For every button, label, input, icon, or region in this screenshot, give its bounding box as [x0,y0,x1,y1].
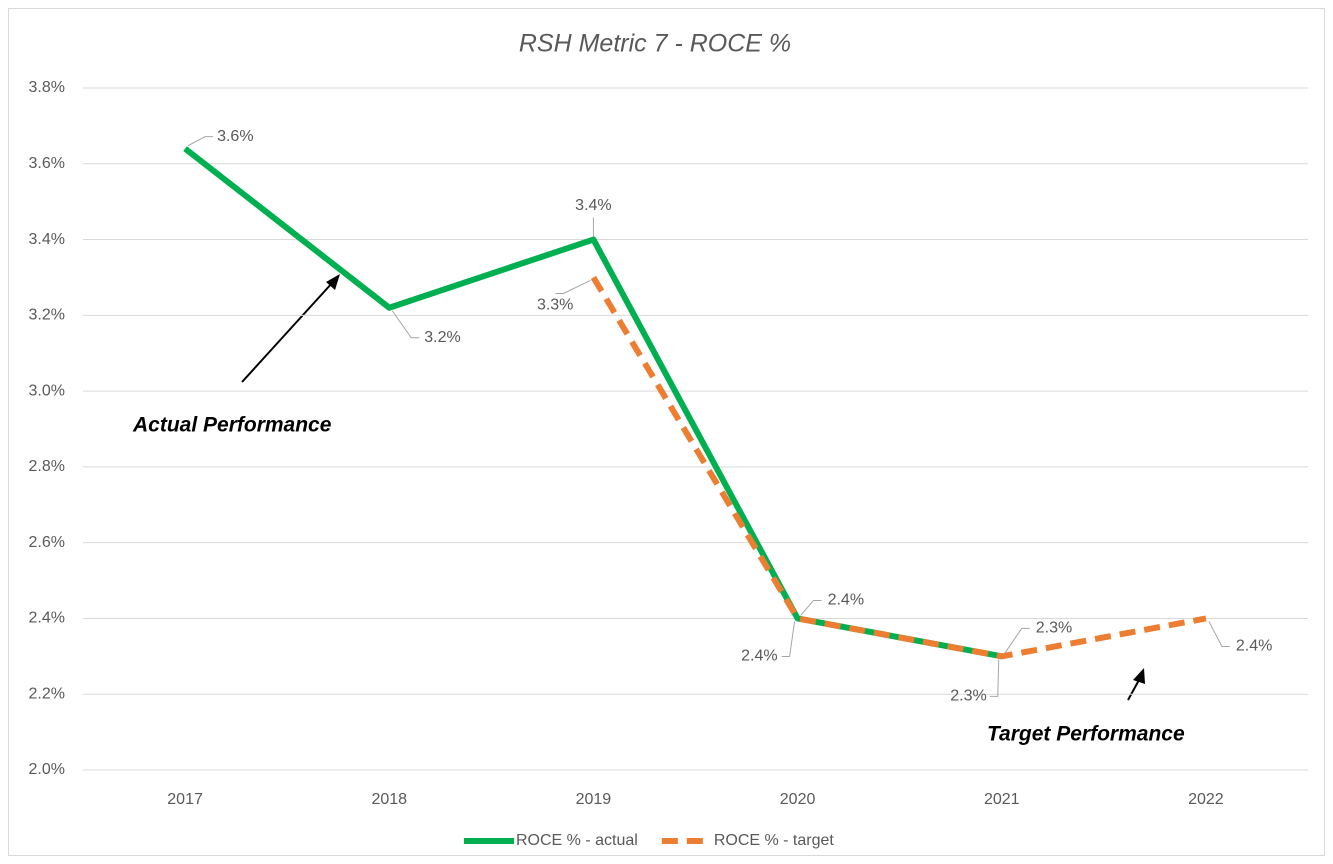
leader-line [989,659,1000,697]
y-tick-label: 3.4% [29,231,65,248]
data-label: 3.2% [424,329,460,346]
y-tick-label: 3.8% [29,79,65,96]
data-label: 2.3% [950,688,986,705]
legend-label: ROCE % - actual [516,832,638,849]
annotation: Actual Performance [132,414,332,437]
data-label: 3.6% [217,128,253,145]
data-label: 3.3% [537,297,573,314]
annotation-arrow [241,281,334,383]
leader-line [1208,621,1230,647]
y-tick-label: 2.2% [29,685,65,702]
y-tick-label: 2.6% [29,534,65,551]
chart-title: RSH Metric 7 - ROCE % [519,30,791,58]
annotation-arrow [1127,679,1140,701]
leader-line [800,599,822,616]
y-tick-label: 3.2% [29,307,65,324]
x-tick-label: 2021 [984,791,1020,808]
data-label: 2.4% [828,592,864,609]
x-tick-label: 2017 [167,791,203,808]
y-tick-label: 3.0% [29,382,65,399]
leader-line [1004,627,1030,654]
x-tick-label: 2019 [576,791,612,808]
x-tick-label: 2022 [1188,791,1224,808]
data-label: 2.4% [741,648,777,665]
legend-label: ROCE % - target [714,832,835,849]
data-label: 3.4% [575,197,611,214]
x-tick-label: 2020 [780,791,816,808]
data-label: 2.3% [1036,620,1072,637]
annotation-arrowhead [326,274,340,290]
leader-line [781,621,796,657]
annotation: Target Performance [987,723,1185,746]
y-tick-label: 2.4% [29,610,65,627]
leader-line [187,136,214,147]
leader-line [555,279,591,294]
data-label: 2.4% [1236,638,1272,655]
series-line [183,146,1003,660]
x-tick-label: 2018 [371,791,407,808]
chart-frame [8,8,1325,856]
y-tick-label: 3.6% [29,155,65,172]
y-tick-label: 2.8% [29,458,65,475]
annotation-arrowhead [1133,668,1145,684]
leader-line [391,310,420,339]
y-tick-label: 2.0% [29,761,65,778]
series-line [590,275,1207,660]
